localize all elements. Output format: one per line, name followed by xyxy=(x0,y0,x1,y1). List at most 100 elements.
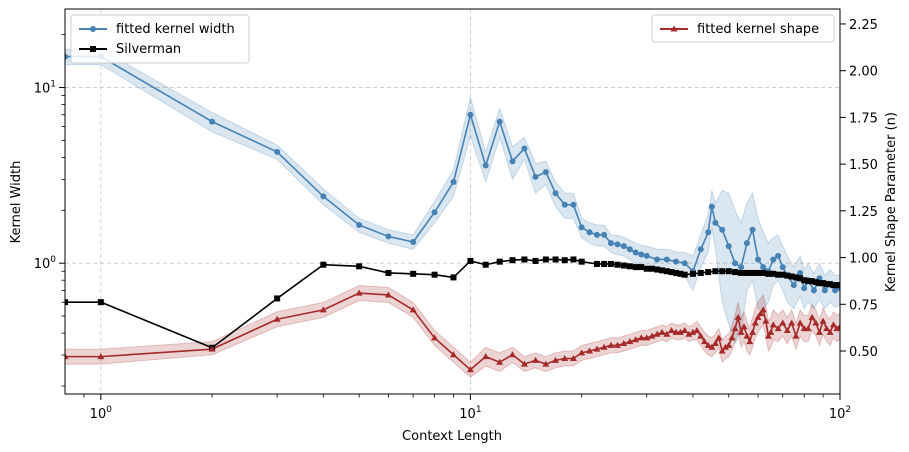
point-kernel-width xyxy=(450,178,457,185)
point-silverman xyxy=(797,275,804,282)
point-kernel-width xyxy=(732,260,739,267)
point-kernel-width xyxy=(705,229,712,236)
point-silverman xyxy=(65,299,68,306)
y-right-tick-label: 1.25 xyxy=(849,205,878,220)
point-silverman xyxy=(673,269,680,276)
point-kernel-width xyxy=(770,256,777,263)
point-kernel-width xyxy=(552,190,559,197)
point-kernel-shape xyxy=(637,334,645,341)
point-kernel-shape xyxy=(769,321,777,328)
point-kernel-shape xyxy=(319,306,327,313)
point-kernel-shape xyxy=(620,340,628,347)
point-kernel-width xyxy=(431,209,438,216)
point-kernel-shape xyxy=(431,334,439,341)
point-kernel-shape xyxy=(762,317,770,324)
point-kernel-shape xyxy=(704,341,712,348)
point-silverman xyxy=(816,280,823,287)
point-kernel-width xyxy=(775,252,782,259)
point-kernel-shape xyxy=(823,325,831,332)
point-kernel-shape xyxy=(613,341,621,348)
point-silverman xyxy=(681,271,688,278)
point-silverman xyxy=(725,268,732,275)
point-kernel-width xyxy=(410,239,417,246)
point-silverman xyxy=(607,260,614,267)
point-kernel-shape xyxy=(728,334,736,341)
point-kernel-width xyxy=(385,233,392,240)
point-kernel-shape xyxy=(658,328,666,335)
point-kernel-shape xyxy=(542,360,550,367)
point-kernel-shape xyxy=(721,343,729,350)
point-kernel-shape xyxy=(685,330,693,337)
point-silverman xyxy=(689,270,696,277)
legend-label-kernel-shape: fitted kernel shape xyxy=(697,22,819,37)
point-kernel-shape xyxy=(626,338,634,345)
point-silverman xyxy=(663,268,670,275)
point-kernel-width xyxy=(601,231,608,238)
point-silverman xyxy=(552,256,559,263)
point-kernel-shape xyxy=(815,328,823,335)
point-kernel-width xyxy=(760,264,767,271)
point-kernel-shape xyxy=(643,334,651,341)
point-silverman xyxy=(614,261,621,268)
point-kernel-shape xyxy=(725,341,733,348)
point-kernel-shape xyxy=(482,353,490,360)
point-kernel-width xyxy=(712,219,719,226)
point-kernel-shape xyxy=(796,319,804,326)
point-kernel-shape xyxy=(808,313,816,320)
point-kernel-shape xyxy=(384,291,392,298)
point-kernel-shape xyxy=(697,332,705,339)
point-kernel-shape xyxy=(746,338,754,345)
point-kernel-shape xyxy=(672,328,680,335)
point-kernel-width xyxy=(725,243,732,250)
point-silverman xyxy=(561,257,568,264)
grid-lines xyxy=(65,9,840,394)
point-silverman xyxy=(643,265,650,272)
point-kernel-width xyxy=(65,53,68,60)
point-silverman xyxy=(638,264,645,271)
point-silverman xyxy=(719,268,726,275)
point-kernel-width xyxy=(654,256,661,263)
point-kernel-width xyxy=(755,256,762,263)
legend-right: fitted kernel shape xyxy=(651,14,835,43)
point-silverman xyxy=(827,281,834,288)
point-kernel-shape xyxy=(676,328,684,335)
legend-swatch-shape-marker xyxy=(670,25,678,32)
series-markers xyxy=(65,53,840,373)
point-kernel-width xyxy=(496,118,503,125)
point-kernel-shape xyxy=(764,332,772,339)
y-left-tick-label: 100 xyxy=(34,255,57,272)
point-silverman xyxy=(770,270,777,277)
point-kernel-shape xyxy=(774,325,782,332)
point-kernel-shape xyxy=(409,306,417,313)
legend-label-silverman: Silverman xyxy=(116,42,181,57)
point-silverman xyxy=(760,269,767,276)
point-kernel-width xyxy=(638,251,645,258)
point-kernel-shape xyxy=(585,347,593,354)
point-silverman xyxy=(659,267,666,274)
point-silverman xyxy=(626,263,633,270)
point-kernel-width xyxy=(586,229,593,236)
point-silverman xyxy=(805,278,812,285)
point-silverman xyxy=(775,271,782,278)
point-kernel-shape xyxy=(812,319,820,326)
point-silverman xyxy=(697,269,704,276)
y-right-tick-label: 0.75 xyxy=(849,298,878,313)
point-silverman xyxy=(784,272,791,279)
point-silverman xyxy=(830,282,837,289)
point-silverman xyxy=(320,261,327,268)
point-silverman xyxy=(570,256,577,263)
point-kernel-shape xyxy=(355,289,363,296)
point-silverman xyxy=(542,256,549,263)
point-kernel-shape xyxy=(819,317,827,324)
point-kernel-shape xyxy=(779,319,787,326)
point-silverman xyxy=(482,261,489,268)
point-kernel-width xyxy=(593,231,600,238)
x-tick-label: 100 xyxy=(90,405,113,422)
point-kernel-shape xyxy=(569,354,577,361)
legend-left: fitted kernel width Silverman xyxy=(70,14,250,64)
point-kernel-shape xyxy=(648,332,656,339)
point-kernel-width xyxy=(821,287,828,294)
point-kernel-shape xyxy=(561,354,569,361)
